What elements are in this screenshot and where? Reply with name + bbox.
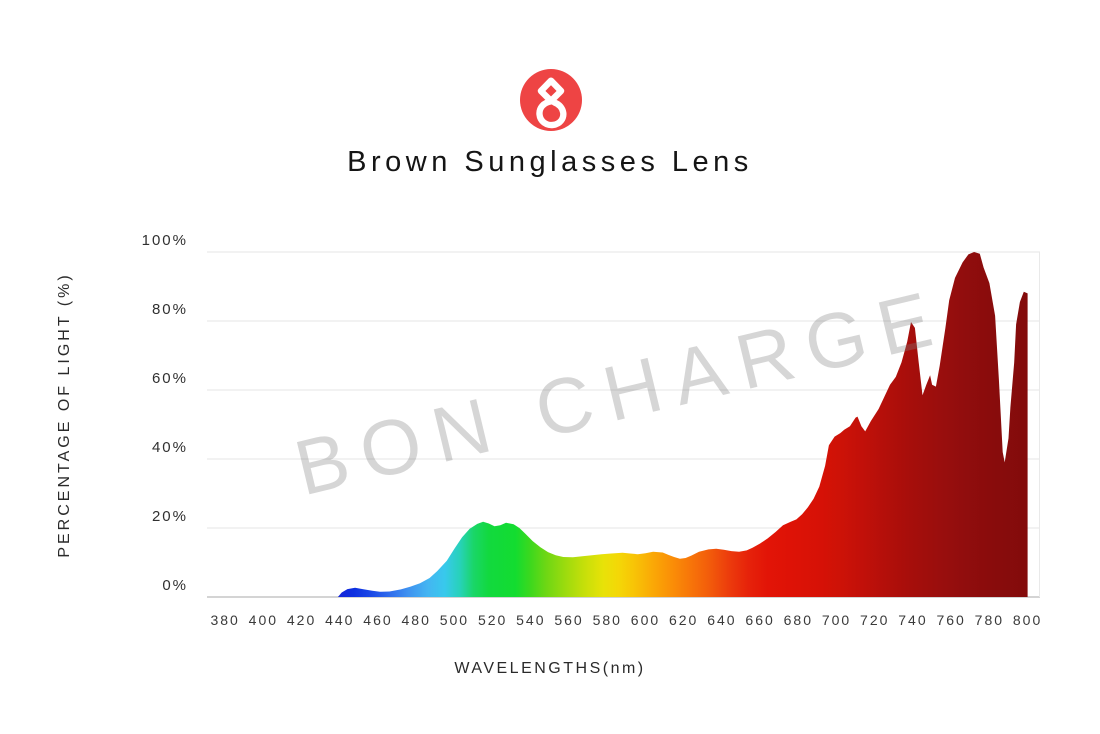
y-tick-label: 20% [151,508,188,525]
y-axis-title: PERCENTAGE OF LIGHT (%) [56,272,73,558]
figure-8-monogram-icon [520,69,582,131]
x-tick-label: 800 [1012,612,1043,628]
x-tick-label: 620 [668,612,699,628]
x-tick-label: 560 [554,612,584,628]
x-tick-label: 780 [974,612,1005,628]
x-tick-label: 520 [477,612,508,628]
y-tick-label: 40% [151,439,188,456]
x-tick-label: 720 [860,612,890,628]
y-tick-label: 100% [141,232,188,249]
x-tick-label: 600 [630,612,661,628]
transmission-area [337,252,1028,597]
x-tick-label: 440 [325,612,355,628]
x-tick-label: 420 [286,612,317,628]
plot-area [207,251,1040,598]
x-tick-label: 740 [898,612,928,628]
y-tick-label: 80% [151,301,188,318]
x-tick-label: 760 [936,612,966,628]
x-tick-label: 480 [401,612,431,628]
x-tick-label: 460 [363,612,393,628]
y-tick-label: 60% [151,370,188,387]
x-tick-label: 580 [592,612,622,628]
x-tick-label: 640 [707,612,737,628]
x-tick-label: 680 [783,612,813,628]
x-tick-label: 400 [248,612,279,628]
chart-title: Brown Sunglasses Lens [347,146,753,178]
y-tick-label: 0% [162,577,188,594]
brand-logo [520,69,582,131]
x-tick-label: 700 [821,612,852,628]
x-tick-label: 540 [516,612,546,628]
x-axis-title: WAVELENGTHS(nm) [454,660,646,677]
x-tick-label: 500 [439,612,470,628]
x-tick-label: 380 [210,612,240,628]
x-tick-label: 660 [745,612,775,628]
